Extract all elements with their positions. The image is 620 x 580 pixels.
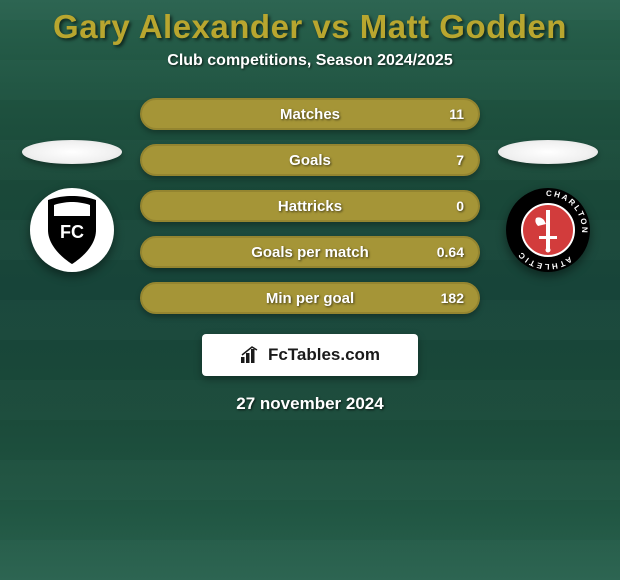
stat-label: Goals per match bbox=[251, 244, 369, 261]
crest-left: FC bbox=[30, 188, 114, 272]
stat-goals-per-match: Goals per match 0.64 bbox=[140, 236, 480, 268]
stat-value: 182 bbox=[441, 290, 464, 306]
shield-crest-icon: FC bbox=[30, 188, 114, 272]
content-row: FC Matches 11 Goals 7 Hattricks 0 Goals … bbox=[0, 98, 620, 314]
stat-value: 0.64 bbox=[437, 244, 464, 260]
brand-box[interactable]: FcTables.com bbox=[202, 334, 418, 376]
bar-chart-icon bbox=[240, 346, 262, 364]
comparison-card: Gary Alexander vs Matt Godden Club compe… bbox=[0, 0, 620, 580]
page-title: Gary Alexander vs Matt Godden bbox=[0, 8, 620, 46]
stat-label: Goals bbox=[289, 152, 331, 169]
stats-column: Matches 11 Goals 7 Hattricks 0 Goals per… bbox=[140, 98, 480, 314]
stat-min-per-goal: Min per goal 182 bbox=[140, 282, 480, 314]
right-column: CHARLTON ATHLETIC bbox=[498, 140, 598, 272]
stat-label: Matches bbox=[280, 106, 340, 123]
stat-matches: Matches 11 bbox=[140, 98, 480, 130]
stat-hattricks: Hattricks 0 bbox=[140, 190, 480, 222]
charlton-crest-icon: CHARLTON ATHLETIC bbox=[506, 188, 590, 272]
stat-goals: Goals 7 bbox=[140, 144, 480, 176]
spotlight-ellipse-left bbox=[22, 140, 122, 164]
brand-text: FcTables.com bbox=[268, 345, 380, 365]
date-text: 27 november 2024 bbox=[0, 394, 620, 414]
stat-label: Hattricks bbox=[278, 198, 342, 215]
stat-value: 7 bbox=[456, 152, 464, 168]
stat-value: 11 bbox=[449, 106, 464, 122]
left-column: FC bbox=[22, 140, 122, 272]
subtitle: Club competitions, Season 2024/2025 bbox=[0, 52, 620, 70]
svg-text:FC: FC bbox=[60, 222, 84, 242]
spotlight-ellipse-right bbox=[498, 140, 598, 164]
crest-right: CHARLTON ATHLETIC bbox=[506, 188, 590, 272]
stat-label: Min per goal bbox=[266, 290, 354, 307]
stat-value: 0 bbox=[456, 198, 464, 214]
